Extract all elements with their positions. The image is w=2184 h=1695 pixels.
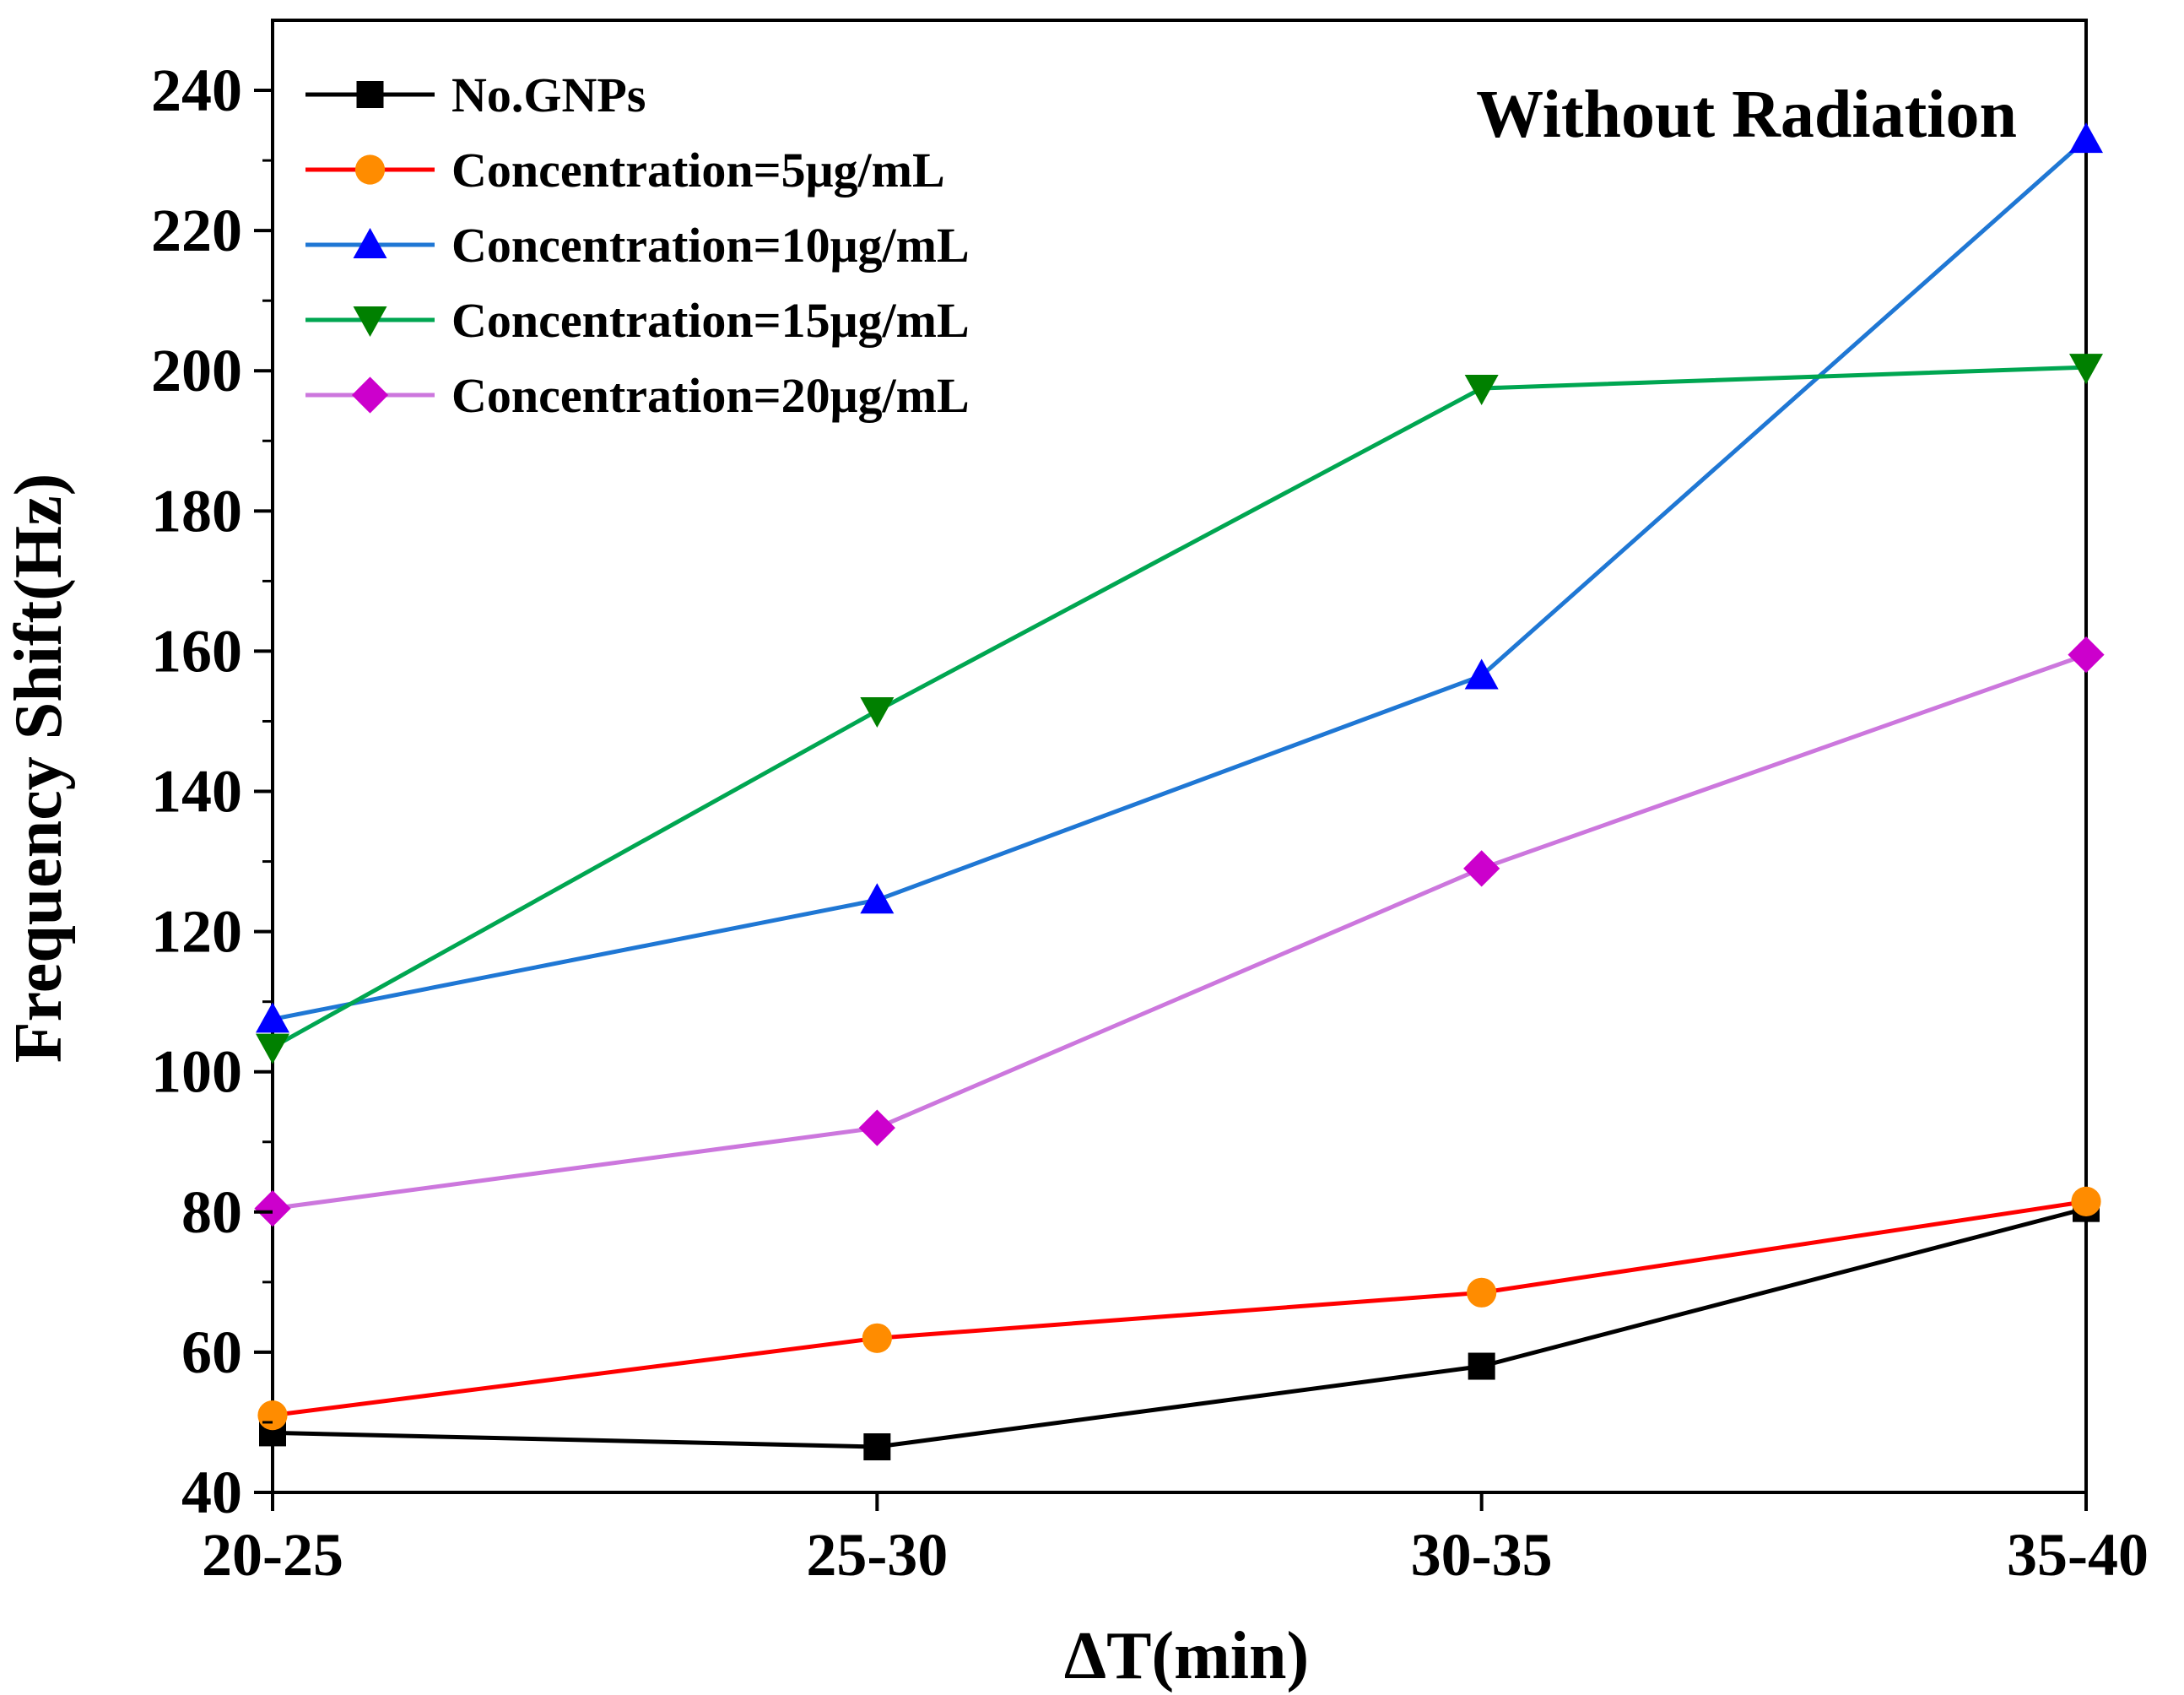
legend-label: Concentration=5μg/mL (451, 143, 945, 198)
x-tick-label: 25-30 (806, 1521, 948, 1589)
legend-label: Concentration=10μg/mL (451, 218, 970, 273)
legend-label: Concentration=15μg/mL (451, 293, 970, 348)
data-point (860, 697, 895, 728)
series-line (271, 365, 2087, 1049)
legend-item-1: Concentration=5μg/mL (305, 143, 945, 198)
x-tick-label: 30-35 (1411, 1521, 1553, 1589)
series-0 (259, 1194, 2100, 1461)
legend-marker (353, 306, 387, 337)
data-point (863, 1433, 891, 1461)
y-tick-label: 100 (151, 1038, 242, 1106)
annotation-without-radiation: Without Radiation (1476, 78, 2017, 152)
y-tick-label: 160 (151, 617, 242, 685)
legend-marker (353, 228, 387, 258)
y-tick-label: 140 (151, 758, 242, 826)
data-point (1464, 658, 1499, 690)
y-tick-label: 240 (151, 57, 242, 124)
data-point (2069, 354, 2103, 385)
series-line (272, 1206, 2087, 1449)
y-tick-label: 60 (181, 1319, 242, 1386)
x-axis-title: ΔT(min) (1064, 1619, 1309, 1693)
legend-label: Concentration=20μg/mL (451, 368, 970, 423)
y-tick-label: 220 (151, 197, 242, 264)
data-point (1464, 375, 1499, 405)
legend-item-3: Concentration=15μg/mL (305, 293, 970, 348)
data-point (254, 1190, 291, 1227)
y-tick-label: 40 (181, 1459, 242, 1526)
legend-marker (356, 81, 384, 108)
data-point (1468, 1352, 1495, 1380)
data-point (1463, 850, 1500, 887)
series-3 (256, 354, 2103, 1064)
data-point (862, 1323, 892, 1353)
data-point (1467, 1277, 1497, 1308)
data-point (2071, 1186, 2101, 1216)
series-line (272, 653, 2087, 1211)
series-line (272, 1199, 2087, 1418)
legend-item-4: Concentration=20μg/mL (305, 368, 970, 423)
series-4 (254, 636, 2105, 1227)
series-line (272, 138, 2088, 1021)
legend-marker (354, 154, 386, 185)
data-point (257, 1400, 288, 1431)
data-point (2069, 122, 2103, 154)
legend-marker (351, 376, 389, 414)
y-tick-label: 200 (151, 337, 242, 404)
legend-label: No.GNPs (451, 68, 646, 122)
data-point (256, 1002, 289, 1033)
y-tick-label: 180 (151, 477, 242, 544)
data-point (2068, 636, 2105, 674)
data-point (860, 883, 895, 914)
legend-item-0: No.GNPs (305, 68, 646, 122)
x-tick-label: 35-40 (2007, 1521, 2149, 1589)
plot-frame (271, 19, 2088, 1494)
y-tick-label: 80 (181, 1178, 242, 1246)
series-2 (256, 122, 2103, 1033)
data-point (256, 1033, 289, 1064)
y-tick-label: 120 (151, 898, 242, 966)
y-axis-title: Frequency Shift(Hz) (2, 474, 76, 1063)
x-tick-label: 20-25 (202, 1521, 343, 1589)
series-1 (257, 1186, 2101, 1431)
legend-item-2: Concentration=10μg/mL (305, 218, 970, 273)
data-point (858, 1109, 895, 1146)
